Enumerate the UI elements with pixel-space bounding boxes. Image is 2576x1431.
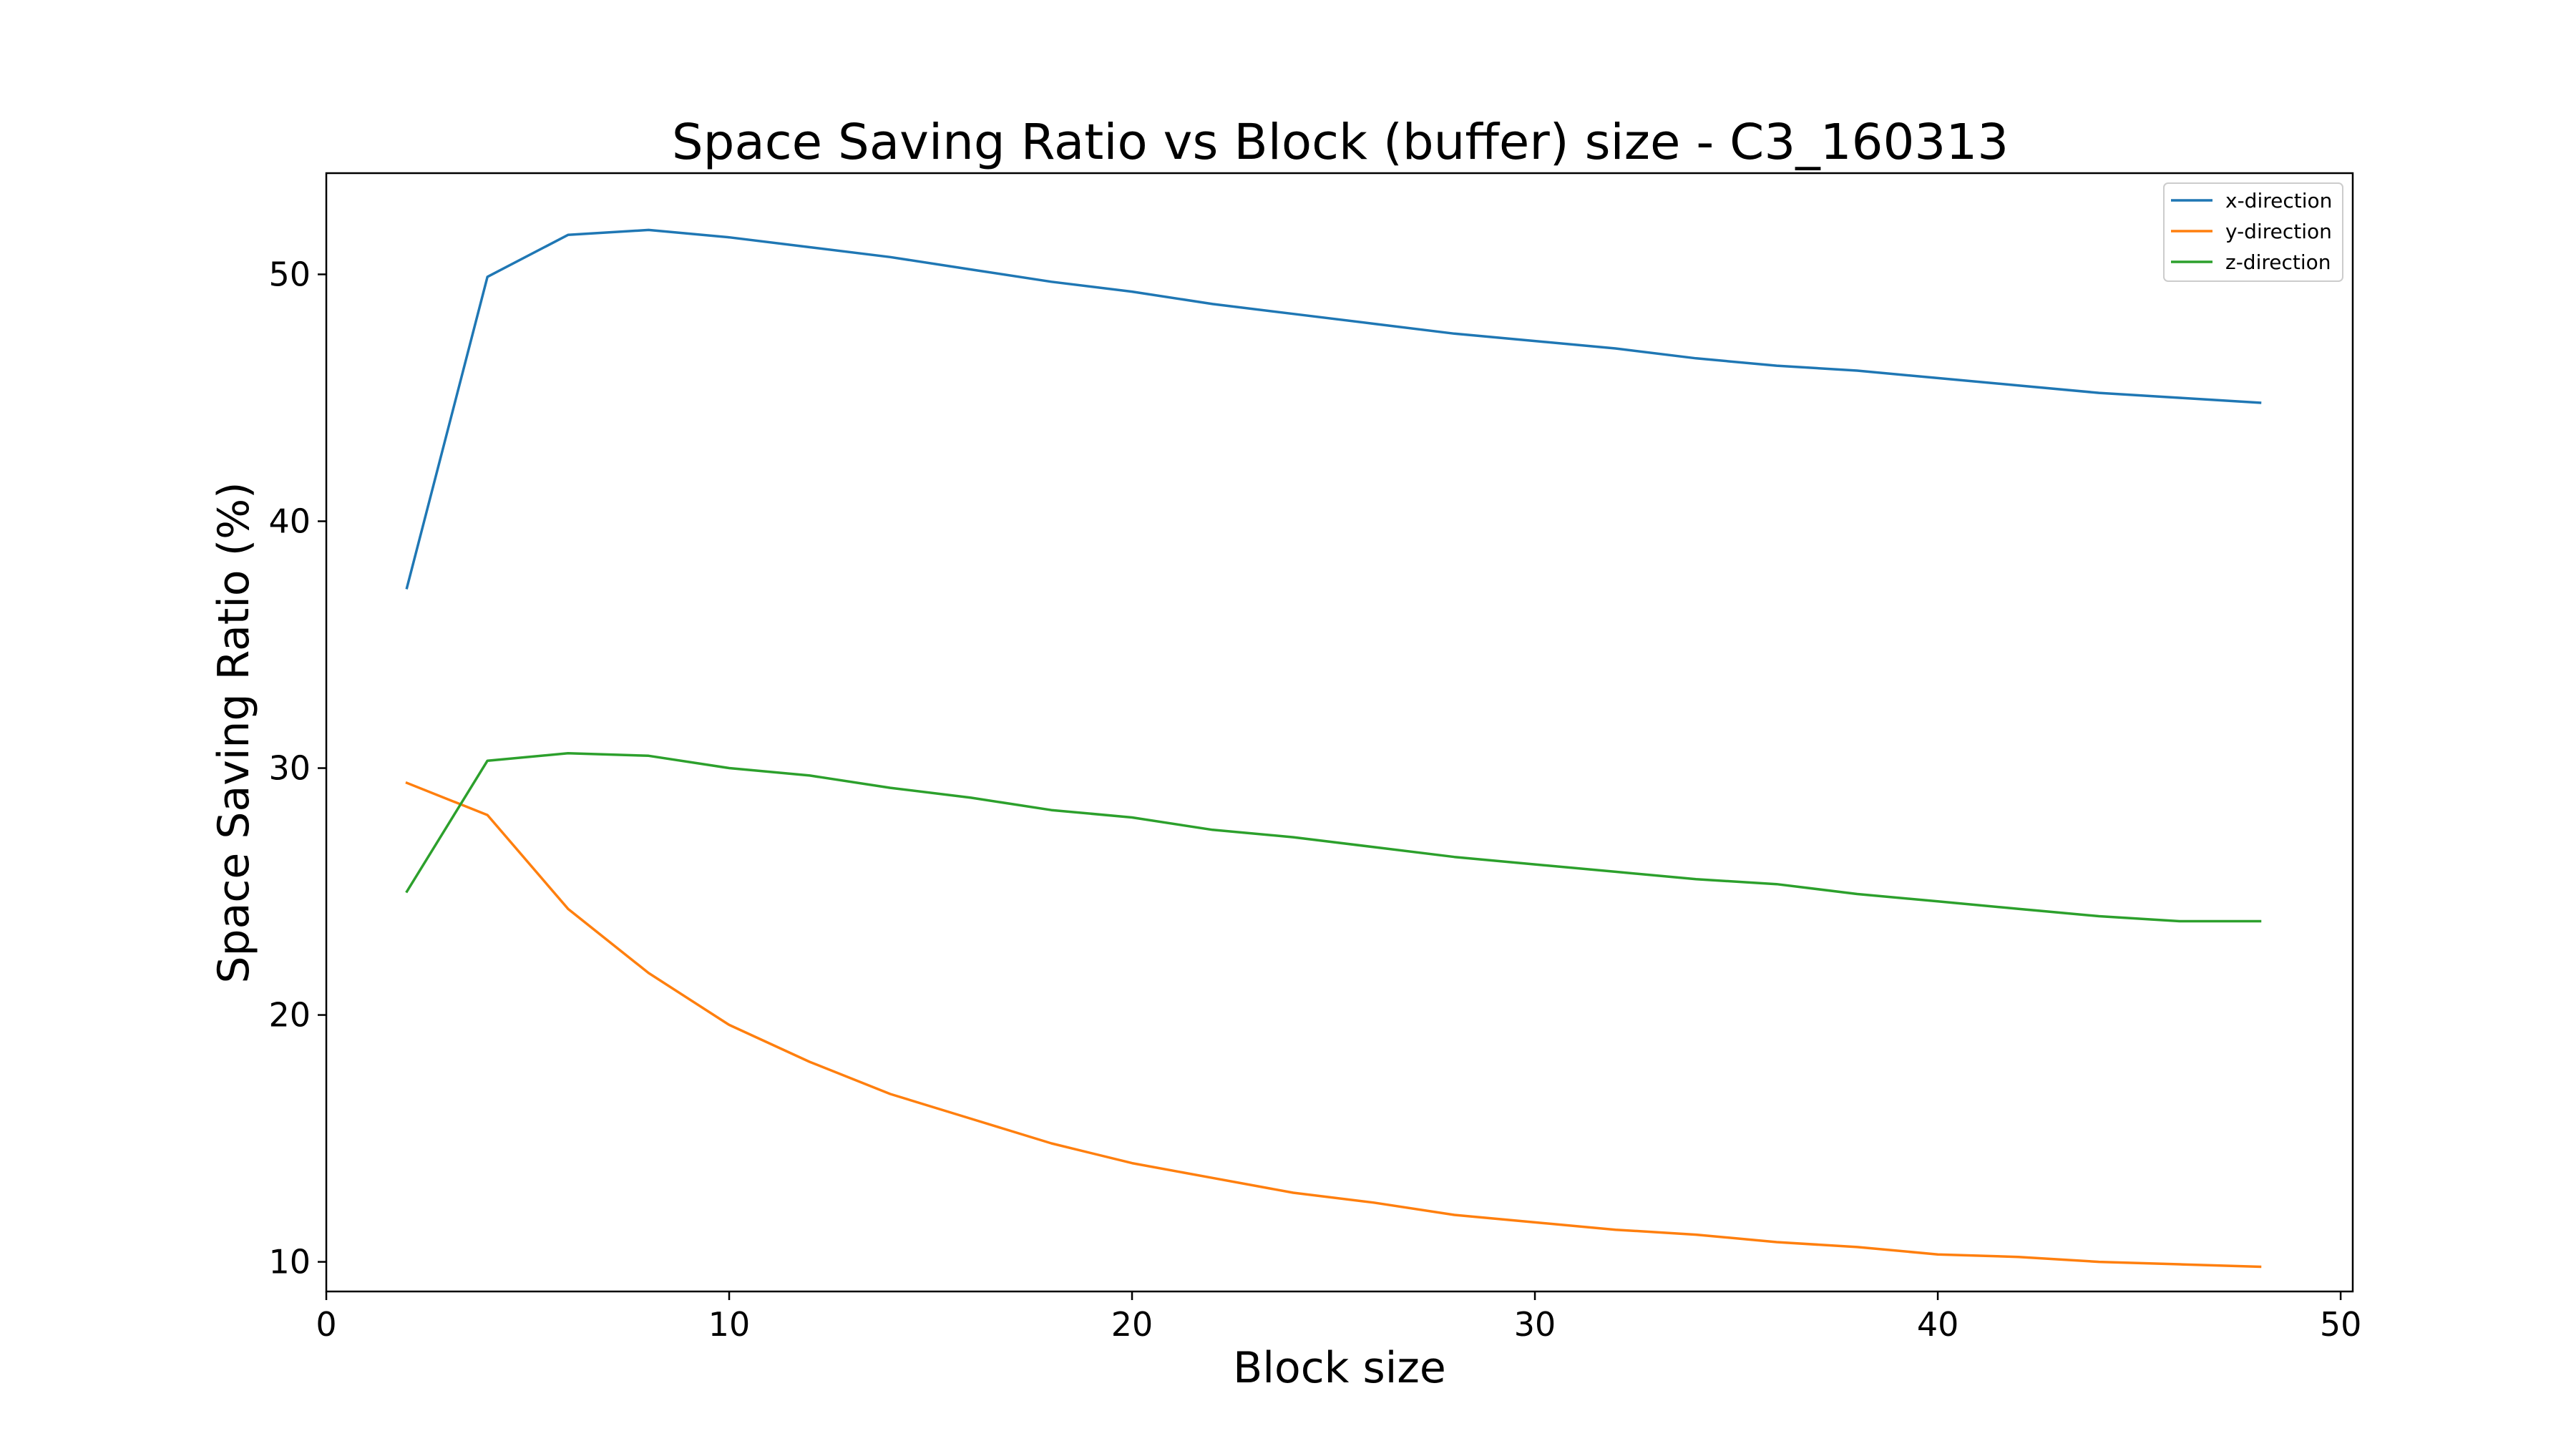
series-line-x-direction	[405, 228, 2262, 590]
y-axis: 10 20 30 40 50	[268, 255, 326, 1281]
y-tick-label: 10	[268, 1243, 311, 1281]
x-tick-label: 10	[708, 1305, 751, 1344]
series-line-y-direction	[405, 781, 2262, 1269]
y-tick-label: 40	[268, 502, 311, 540]
series-layer	[405, 228, 2262, 1269]
legend-label: z-direction	[2225, 250, 2331, 274]
plot-area-frame	[325, 172, 2354, 1293]
x-axis-title: Block size	[1233, 1343, 1446, 1393]
x-tick-label: 0	[316, 1305, 336, 1344]
chart-title: Space Saving Ratio vs Block (buffer) siz…	[672, 114, 2009, 171]
x-axis: 0 10 20 30 40 50	[316, 1291, 2361, 1344]
legend: x-direction y-direction z-direction	[2163, 182, 2343, 282]
x-tick-label: 20	[1111, 1305, 1153, 1344]
x-tick-label: 40	[1917, 1305, 1959, 1344]
x-tick-label: 30	[1514, 1305, 1556, 1344]
legend-label: x-direction	[2225, 189, 2332, 213]
legend-label: y-direction	[2225, 220, 2332, 243]
y-axis-title: Space Saving Ratio (%)	[209, 482, 259, 983]
y-tick-label: 50	[268, 255, 311, 293]
series-line-z-direction	[405, 752, 2262, 923]
y-tick-label: 30	[268, 749, 311, 788]
y-tick-label: 20	[268, 996, 311, 1035]
legend-box	[2163, 182, 2343, 282]
x-tick-label: 50	[2320, 1305, 2362, 1344]
legend-items: x-direction y-direction z-direction	[2171, 189, 2332, 274]
